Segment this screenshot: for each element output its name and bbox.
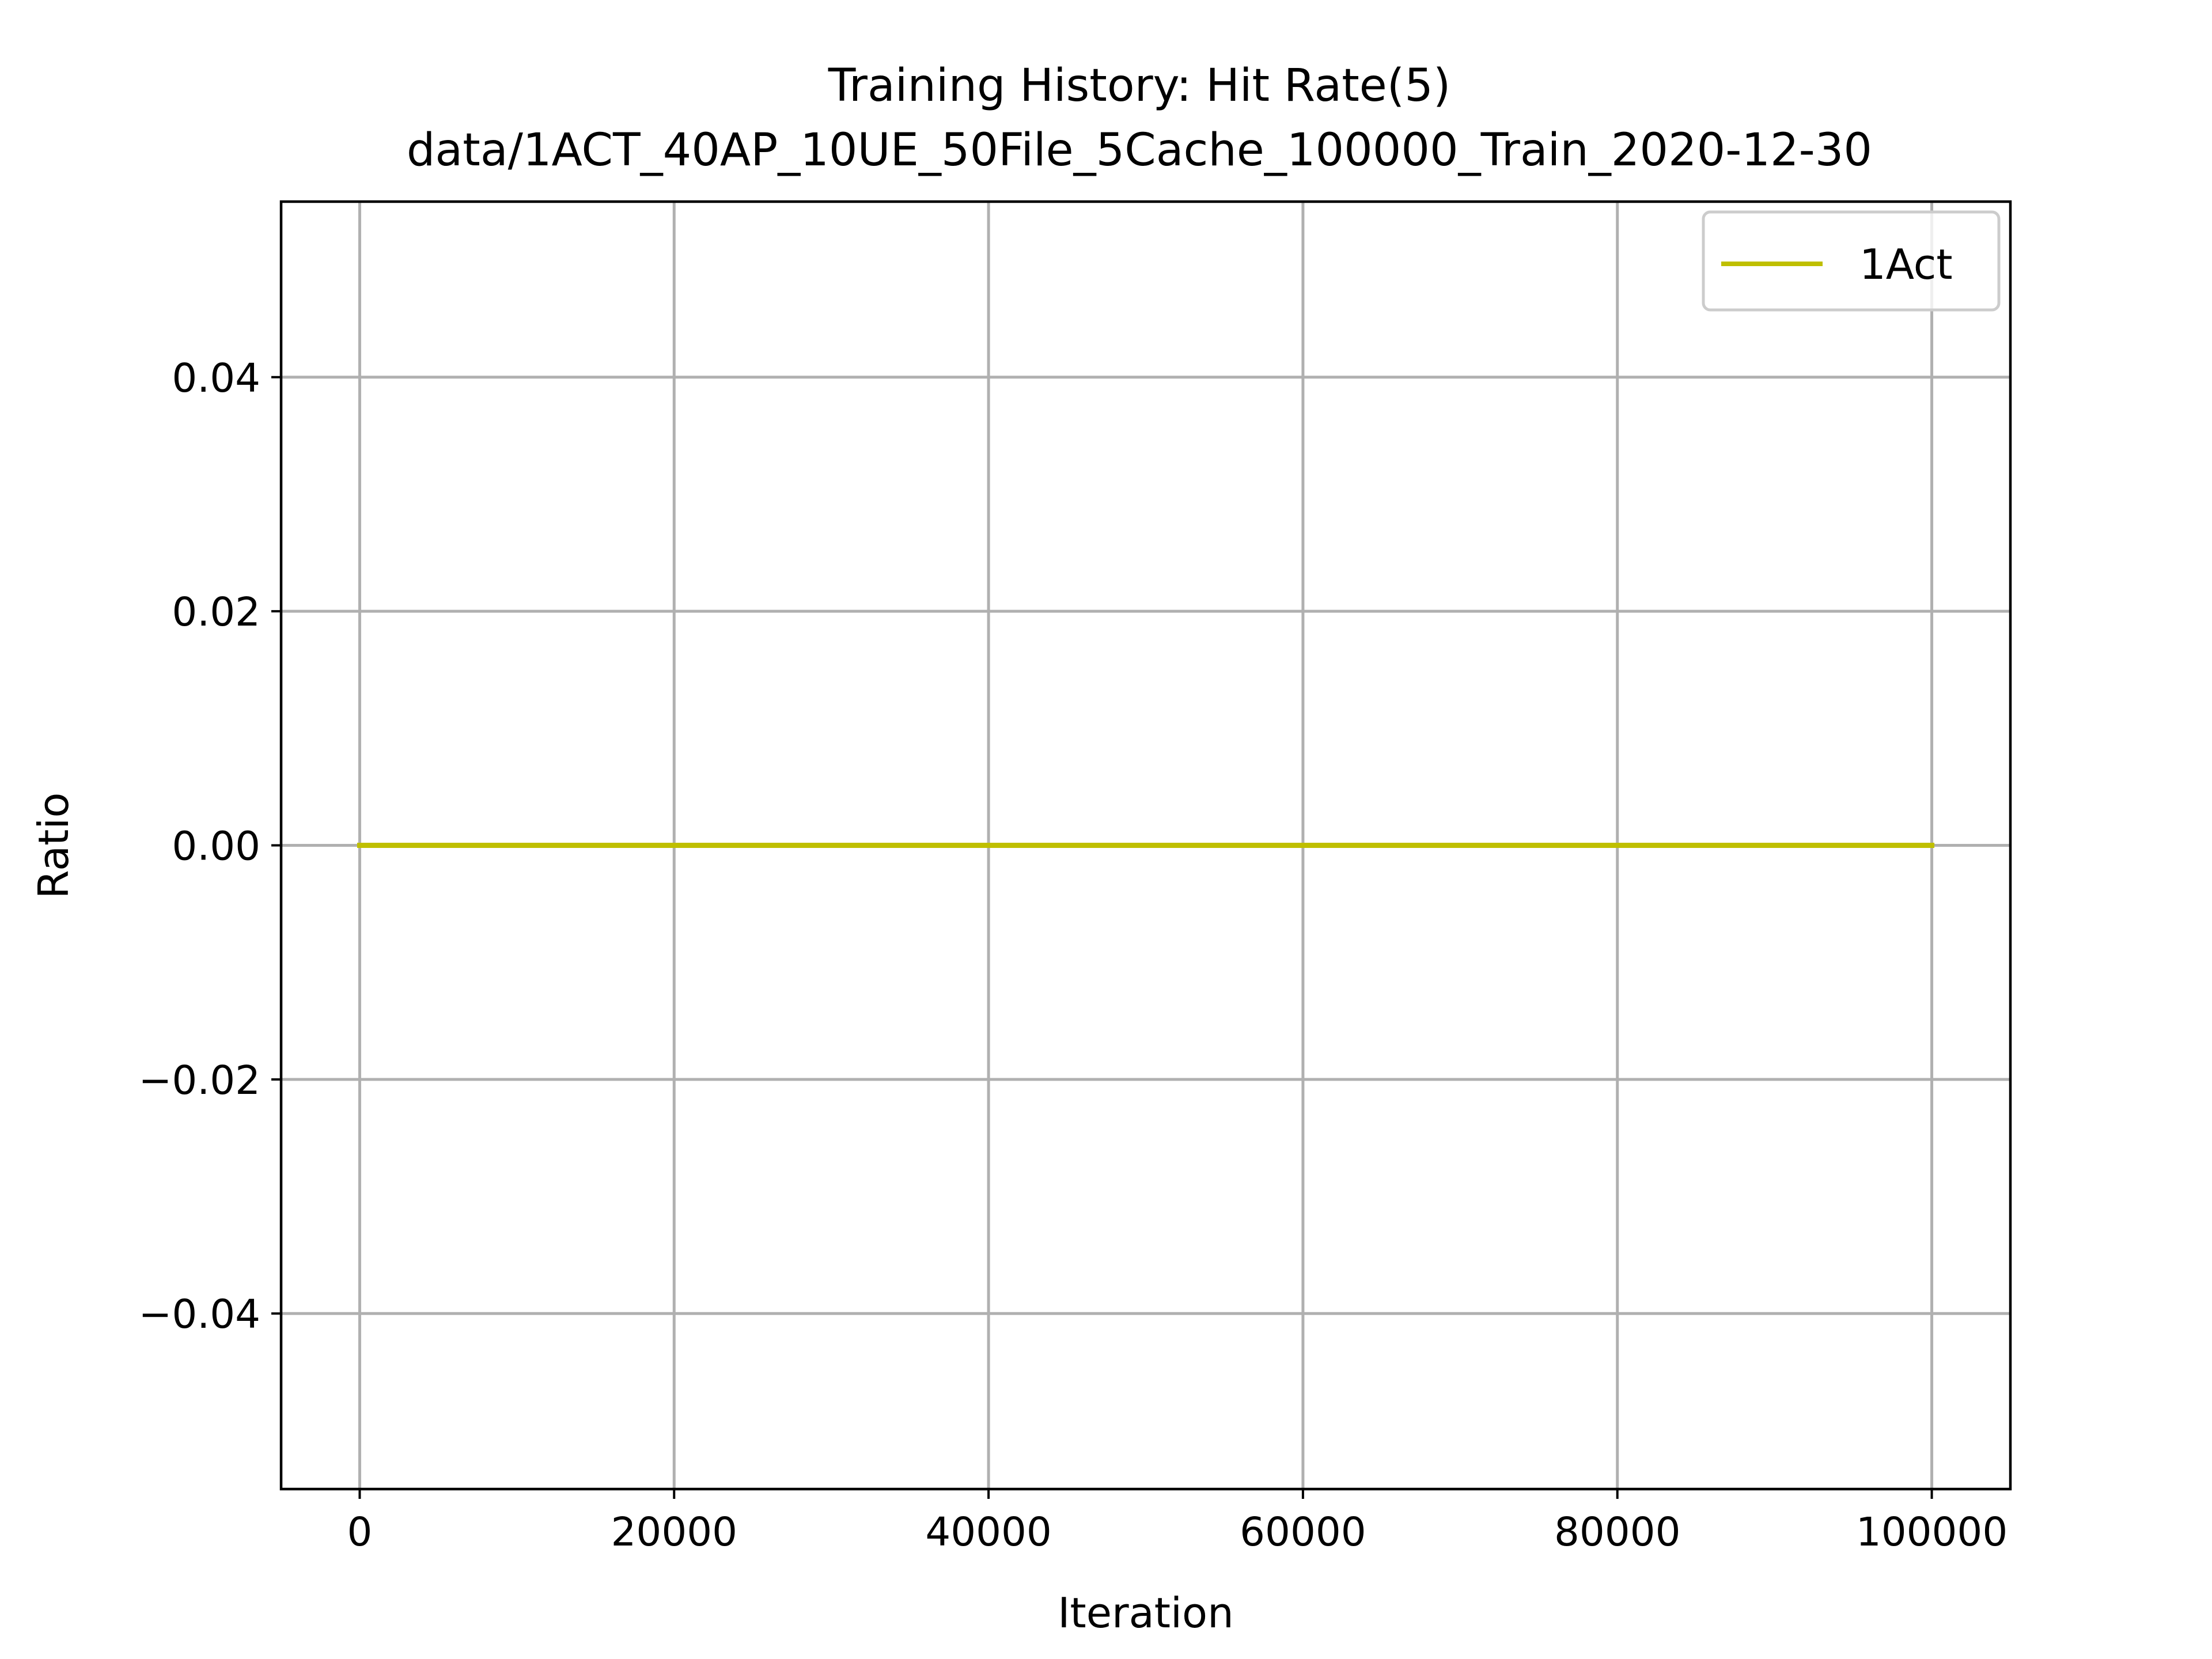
y-tick-label: −0.02: [139, 1058, 260, 1104]
y-axis-ticks: −0.04 −0.02 0.00 0.02 0.04: [139, 355, 281, 1338]
x-axis-label: Iteration: [1058, 1589, 1233, 1637]
x-tick-label: 60000: [1240, 1509, 1366, 1555]
x-tick-label: 80000: [1554, 1509, 1681, 1555]
y-axis-label: Ratio: [29, 793, 78, 899]
x-tick-label: 0: [347, 1509, 373, 1555]
y-tick-label: 0.04: [172, 355, 260, 402]
y-tick-label: 0.00: [172, 824, 260, 870]
x-tick-label: 20000: [611, 1509, 738, 1555]
y-tick-label: −0.04: [139, 1291, 260, 1338]
x-tick-label: 100000: [1856, 1509, 2008, 1555]
y-tick-label: 0.02: [172, 589, 260, 635]
legend: 1Act: [1702, 210, 2001, 312]
legend-label: 1Act: [1859, 240, 1953, 289]
x-axis-ticks: 0 20000 40000 60000 80000 100000: [347, 1489, 2008, 1555]
x-tick-label: 40000: [925, 1509, 1052, 1555]
chart-title: Training History: Hit Rate(5): [828, 60, 1451, 112]
chart-subtitle: data/1ACT_40AP_10UE_50File_5Cache_100000…: [407, 124, 1872, 176]
legend-box: [1702, 210, 2001, 312]
